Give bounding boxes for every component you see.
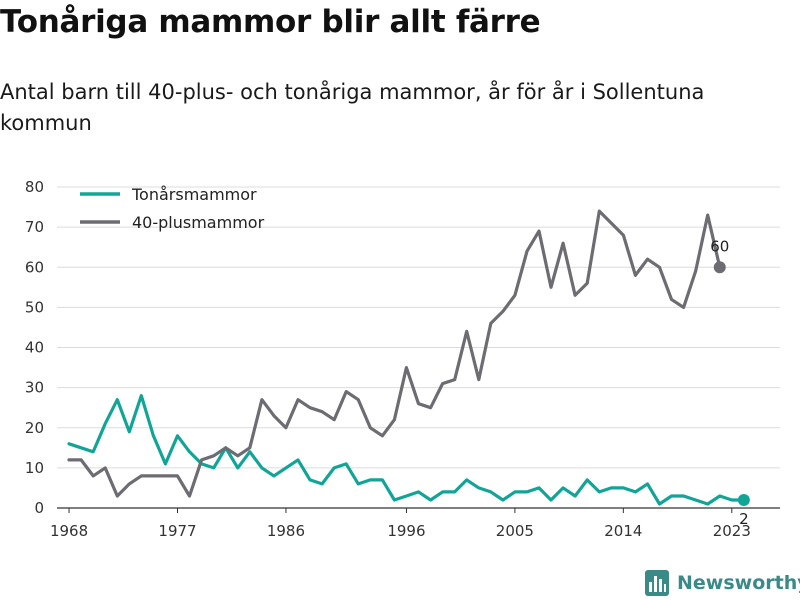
x-tick-label-2014: 2014 (604, 522, 642, 540)
y-tick-label-60: 60 (25, 258, 44, 276)
y-tick-label-50: 50 (25, 298, 44, 316)
end-point-tonarsmammor (737, 493, 750, 506)
end-label-tonarsmammor: 2 (739, 510, 749, 528)
x-tick-label-1968: 1968 (50, 522, 88, 540)
y-tick-label-30: 30 (25, 379, 44, 397)
legend: Tonårsmammor 40-plusmammor (80, 185, 265, 232)
series-lines: 2 60 (67, 209, 750, 528)
y-axis-ticks: 0 10 20 30 40 50 60 70 80 (25, 178, 44, 517)
x-tick-label-2005: 2005 (496, 522, 534, 540)
y-tick-label-20: 20 (25, 419, 44, 437)
y-tick-label-10: 10 (25, 459, 44, 477)
chart-subtitle: Antal barn till 40-plus- och tonåriga ma… (0, 80, 705, 135)
brand-name: Newsworthy (677, 572, 800, 594)
x-tick-label-2023: 2023 (713, 522, 751, 540)
y-tick-label-40: 40 (25, 339, 44, 357)
end-point-40-plusmammor (713, 261, 726, 274)
x-tick-label-1996: 1996 (387, 522, 425, 540)
x-tick-label-1977: 1977 (158, 522, 196, 540)
y-tick-label-0: 0 (34, 499, 44, 517)
series-line-40-plusmammor (67, 209, 722, 498)
chart-title: Tonåriga mammor blir allt färre (0, 4, 541, 40)
y-tick-label-70: 70 (25, 218, 44, 236)
x-axis-ticks: 1968 1977 1986 1996 2005 2014 2023 (50, 508, 751, 540)
y-tick-label-80: 80 (25, 178, 44, 196)
end-label-40-plusmammor: 60 (710, 237, 729, 255)
series-line-tonarsmammor (67, 394, 746, 506)
gridlines (57, 186, 780, 469)
legend-label-tonarsmammor: Tonårsmammor (131, 185, 257, 204)
legend-label-40-plusmammor: 40-plusmammor (132, 213, 265, 232)
bar-chart-icon (645, 570, 669, 596)
x-tick-label-1986: 1986 (267, 522, 305, 540)
newsworthy-logo: Newsworthy (645, 570, 800, 596)
